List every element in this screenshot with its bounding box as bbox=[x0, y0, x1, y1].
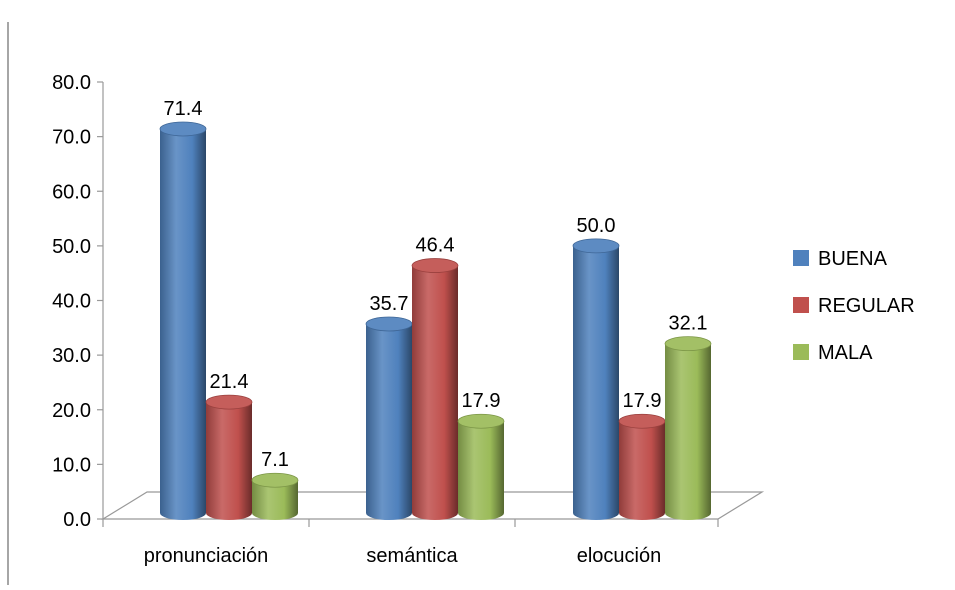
legend: BUENA REGULAR MALA bbox=[793, 248, 915, 364]
bar-top bbox=[411, 258, 459, 273]
data-label: 21.4 bbox=[210, 371, 249, 393]
bar-body bbox=[665, 343, 711, 520]
bar-regular-0 bbox=[205, 394, 253, 520]
bar-body bbox=[160, 128, 206, 521]
y-tick-label: 80.0 bbox=[52, 72, 91, 94]
bar-body bbox=[366, 323, 412, 520]
legend-label-buena: BUENA bbox=[818, 248, 888, 270]
bar-top bbox=[365, 316, 413, 332]
y-tick-label: 50.0 bbox=[52, 236, 91, 258]
bar-top bbox=[205, 394, 253, 410]
bar-body bbox=[206, 402, 252, 520]
bar-body bbox=[252, 480, 298, 520]
legend-label-mala: MALA bbox=[818, 342, 873, 364]
y-tick-label: 70.0 bbox=[52, 127, 91, 149]
x-tick-label: pronunciación bbox=[144, 545, 269, 567]
legend-swatch-mala bbox=[793, 344, 809, 360]
legend-label-regular: REGULAR bbox=[818, 295, 915, 317]
x-tick-label: elocución bbox=[577, 545, 662, 567]
y-tick-label: 0.0 bbox=[63, 509, 91, 531]
y-tick-label: 10.0 bbox=[52, 454, 91, 476]
bar-mala-1 bbox=[457, 413, 505, 520]
bar-body bbox=[458, 421, 504, 520]
legend-swatch-buena bbox=[793, 250, 809, 266]
bar-top bbox=[251, 472, 299, 488]
x-tick-label: semántica bbox=[366, 545, 458, 567]
y-tick-label: 60.0 bbox=[52, 181, 91, 203]
bar-top bbox=[457, 413, 505, 429]
bar-mala-0 bbox=[251, 472, 299, 520]
bar-top bbox=[159, 121, 207, 137]
bar-top bbox=[618, 413, 666, 429]
data-label: 32.1 bbox=[669, 313, 708, 335]
y-tick-label: 30.0 bbox=[52, 345, 91, 367]
bar-buena-1 bbox=[365, 316, 413, 520]
y-tick-label: 20.0 bbox=[52, 400, 91, 422]
data-label: 35.7 bbox=[370, 293, 409, 315]
y-tick-label: 40.0 bbox=[52, 291, 91, 313]
bar-buena-0 bbox=[159, 121, 207, 521]
data-label: 50.0 bbox=[577, 215, 616, 237]
chart-floor bbox=[100, 491, 765, 520]
data-label: 17.9 bbox=[623, 390, 662, 412]
data-label: 7.1 bbox=[261, 449, 289, 471]
legend-swatch-regular bbox=[793, 297, 809, 313]
bar-body bbox=[619, 421, 665, 520]
bar-regular-1 bbox=[411, 258, 459, 520]
bar-regular-2 bbox=[618, 413, 666, 520]
bar-body bbox=[573, 245, 619, 520]
data-label: 71.4 bbox=[164, 98, 203, 120]
bar-top bbox=[572, 238, 620, 254]
data-label: 46.4 bbox=[416, 235, 455, 257]
bar-top bbox=[664, 336, 712, 352]
bar-buena-2 bbox=[572, 238, 620, 520]
bar-mala-2 bbox=[664, 336, 712, 520]
data-label: 17.9 bbox=[462, 390, 501, 412]
bar-body bbox=[412, 265, 458, 520]
